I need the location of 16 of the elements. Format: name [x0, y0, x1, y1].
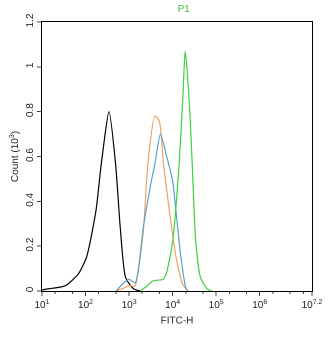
chart-title: P1 [178, 4, 190, 16]
y-tick-label: 0.6 [25, 148, 36, 162]
x-tick-label: 10$^{1}$ [34, 298, 50, 311]
x-tick-label: 10$^{6}$ [252, 298, 268, 311]
x-tick-label: 10$^{7.2}$ [302, 298, 323, 311]
y-tick-label: 1.2 [25, 13, 36, 28]
x-tick-label: 10$^{4}$ [165, 298, 180, 311]
y-tick-label: 0.8 [25, 102, 36, 118]
x-axis-title: FITC-H [160, 316, 194, 326]
y-tick-label: 1 [25, 62, 36, 68]
y-tick-label: 0 [25, 286, 36, 292]
y-tick-label: 0.2 [25, 237, 36, 252]
x-tick-label: 10$^{3}$ [122, 298, 137, 311]
x-tick-label: 10$^{5}$ [208, 298, 224, 311]
x-tick-label: 10$^{2}$ [78, 298, 94, 311]
y-tick-label: 0.4 [25, 192, 36, 207]
